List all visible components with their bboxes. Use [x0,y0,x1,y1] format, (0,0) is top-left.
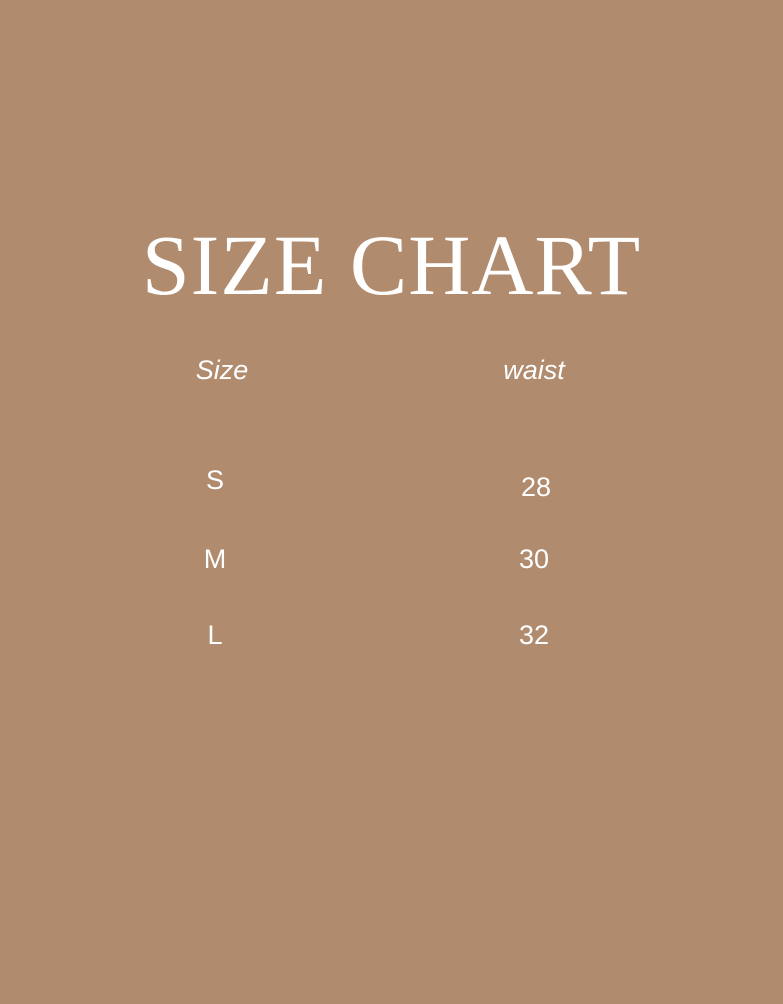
row-waist-m: 30 [518,544,550,574]
row-waist-s: 28 [520,472,552,502]
row-waist-l: 32 [518,620,550,650]
row-size-s: S [205,465,225,495]
row-size-m: M [203,544,227,574]
header-waist: waist [503,355,565,385]
header-size: Size [195,355,249,385]
row-size-l: L [207,620,223,650]
page-title: SIZE CHART [141,217,642,313]
